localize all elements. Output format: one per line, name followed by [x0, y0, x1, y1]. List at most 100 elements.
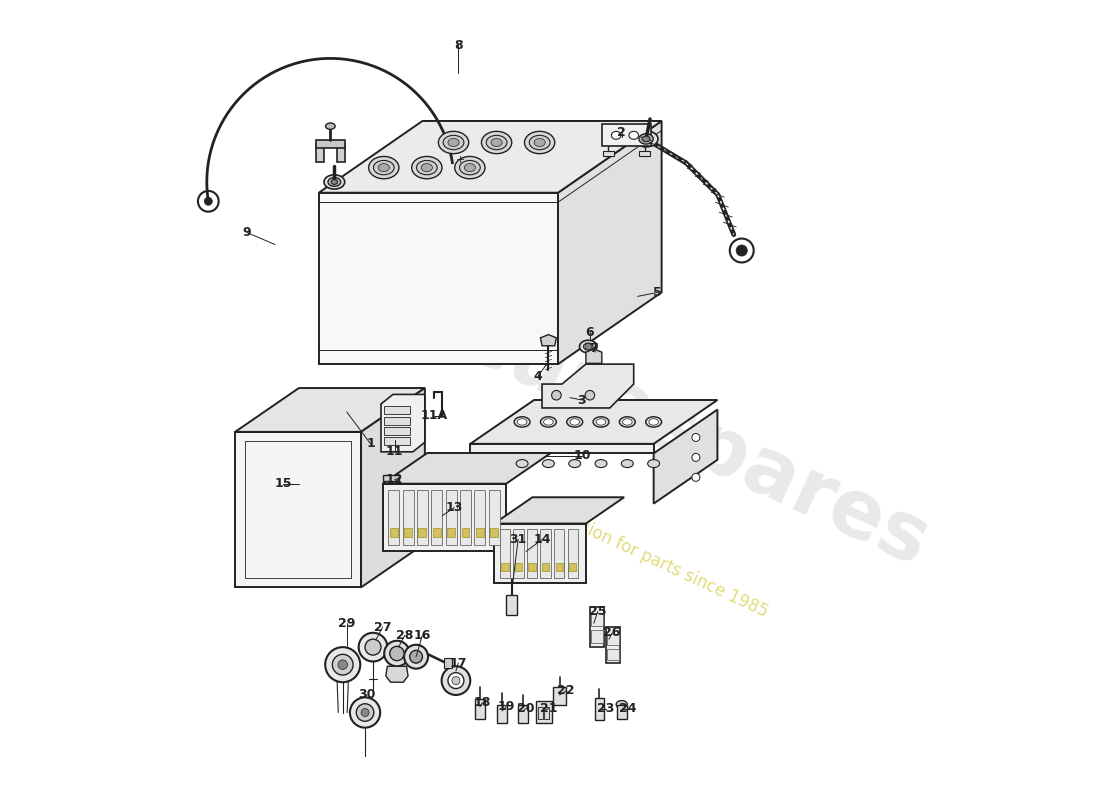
Text: +: +	[456, 155, 465, 165]
Bar	[604, 151, 614, 156]
Text: 26: 26	[604, 626, 620, 639]
Ellipse shape	[421, 164, 432, 171]
Circle shape	[404, 645, 428, 669]
Polygon shape	[542, 364, 634, 408]
Ellipse shape	[373, 161, 394, 174]
Text: 24: 24	[619, 702, 637, 715]
Bar	[448, 527, 455, 537]
Ellipse shape	[439, 131, 469, 154]
Bar	[384, 406, 409, 414]
Bar	[337, 145, 344, 162]
Ellipse shape	[331, 179, 338, 184]
Bar	[617, 705, 627, 719]
Bar	[556, 562, 563, 570]
Bar	[404, 527, 412, 537]
Bar	[431, 490, 442, 545]
Bar	[569, 562, 576, 570]
Bar	[446, 490, 456, 545]
Ellipse shape	[448, 138, 459, 146]
Polygon shape	[540, 334, 557, 346]
Text: 19: 19	[497, 701, 515, 714]
Bar	[542, 562, 549, 570]
Bar	[460, 490, 471, 545]
Text: 7: 7	[590, 342, 598, 354]
Ellipse shape	[454, 157, 485, 178]
Text: 6: 6	[585, 326, 594, 338]
Bar	[499, 529, 510, 578]
Polygon shape	[606, 627, 620, 663]
Ellipse shape	[569, 459, 581, 467]
Circle shape	[326, 647, 361, 682]
Bar	[476, 527, 484, 537]
Text: 28: 28	[396, 629, 414, 642]
Bar	[474, 490, 485, 545]
Ellipse shape	[596, 418, 606, 425]
Polygon shape	[471, 400, 717, 444]
Bar	[491, 527, 498, 537]
Ellipse shape	[639, 134, 653, 144]
Ellipse shape	[328, 178, 341, 186]
Text: 15: 15	[274, 478, 292, 490]
Bar	[607, 649, 618, 660]
Ellipse shape	[595, 459, 607, 467]
Ellipse shape	[629, 131, 638, 139]
Circle shape	[409, 650, 422, 663]
Bar	[554, 529, 564, 578]
Bar	[607, 634, 618, 645]
Ellipse shape	[529, 135, 550, 150]
Ellipse shape	[464, 164, 475, 171]
Text: 17: 17	[450, 657, 468, 670]
Ellipse shape	[417, 161, 437, 174]
Text: 22: 22	[558, 685, 574, 698]
Circle shape	[365, 639, 381, 655]
Bar	[488, 490, 499, 545]
Circle shape	[361, 709, 368, 717]
Bar	[544, 707, 549, 719]
Ellipse shape	[368, 157, 399, 178]
Text: 21: 21	[540, 702, 558, 715]
Circle shape	[359, 633, 387, 662]
Polygon shape	[471, 444, 653, 454]
Bar	[527, 529, 537, 578]
Ellipse shape	[525, 131, 554, 154]
Ellipse shape	[542, 459, 554, 467]
Bar	[417, 490, 428, 545]
Polygon shape	[381, 394, 425, 452]
Bar	[316, 140, 344, 148]
Bar	[568, 529, 578, 578]
Bar	[388, 490, 399, 545]
Bar	[595, 698, 604, 721]
Ellipse shape	[486, 135, 507, 150]
Circle shape	[356, 704, 374, 722]
Ellipse shape	[646, 417, 661, 427]
Bar	[316, 145, 324, 162]
Ellipse shape	[566, 417, 583, 427]
Circle shape	[384, 641, 409, 666]
Ellipse shape	[324, 174, 344, 189]
Polygon shape	[319, 121, 661, 193]
Text: 13: 13	[446, 501, 463, 514]
Bar	[383, 475, 398, 482]
Text: 4: 4	[534, 370, 542, 382]
Text: 16: 16	[414, 629, 431, 642]
Ellipse shape	[570, 418, 580, 425]
Text: a passion for parts since 1985: a passion for parts since 1985	[536, 498, 771, 621]
Bar	[384, 427, 409, 435]
Polygon shape	[494, 498, 624, 523]
Polygon shape	[494, 523, 586, 583]
Circle shape	[692, 454, 700, 462]
Bar	[502, 562, 508, 570]
Text: 25: 25	[590, 605, 606, 618]
Ellipse shape	[460, 161, 481, 174]
Text: 11A: 11A	[421, 410, 448, 422]
Text: 12: 12	[386, 474, 404, 486]
Bar	[403, 490, 414, 545]
Bar	[444, 658, 452, 668]
Bar	[639, 151, 650, 156]
Polygon shape	[383, 453, 551, 484]
Text: 8: 8	[454, 38, 463, 52]
Bar	[497, 706, 507, 723]
Bar	[475, 699, 485, 719]
Polygon shape	[558, 121, 661, 364]
Ellipse shape	[443, 135, 464, 150]
